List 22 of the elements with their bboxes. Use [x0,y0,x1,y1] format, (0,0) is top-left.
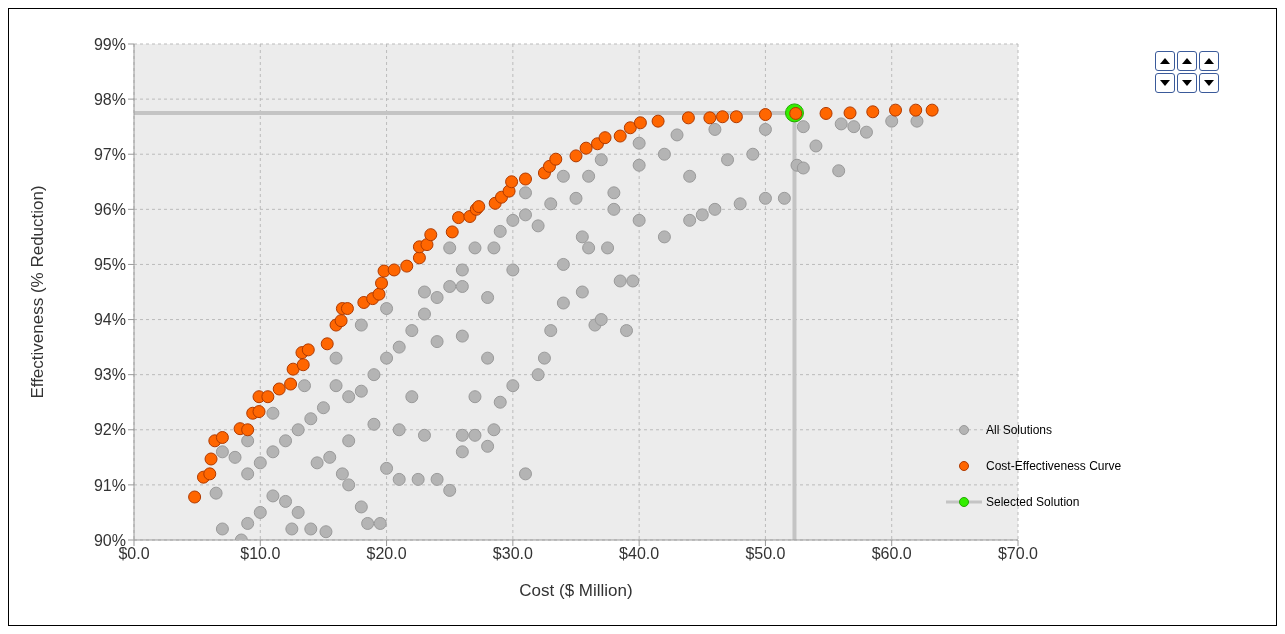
x-tick-label: $40.0 [619,545,660,563]
x-tick-label: $10.0 [240,545,281,563]
y-tick-label: 96% [93,201,126,219]
x-tick-label: $50.0 [745,545,786,563]
y-tick-label: 99% [93,35,126,53]
x-tick-label: $60.0 [871,545,912,563]
legend-label: Cost-Effectiveness Curve [986,459,1122,473]
x-tick-label: $30.0 [492,545,533,563]
legend-label: Selected Solution [986,495,1080,509]
x-axis-title: Cost ($ Million) [519,581,633,600]
y-tick-label: 93% [93,366,126,384]
y-tick-label: 91% [93,476,126,494]
y-tick-label: 94% [93,311,126,329]
y-axis-title: Effectiveness (% Reduction) [28,185,48,399]
x-tick-label: $0.0 [118,545,150,563]
y-tick-label: 98% [93,90,126,108]
y-tick-label: 97% [93,145,126,163]
y-tick-label: 92% [93,421,126,439]
x-tick-label: $70.0 [997,545,1039,563]
y-tick-label: 95% [93,256,126,274]
x-tick-label: $20.0 [366,545,407,563]
legend-label: All Solutions [986,423,1053,437]
